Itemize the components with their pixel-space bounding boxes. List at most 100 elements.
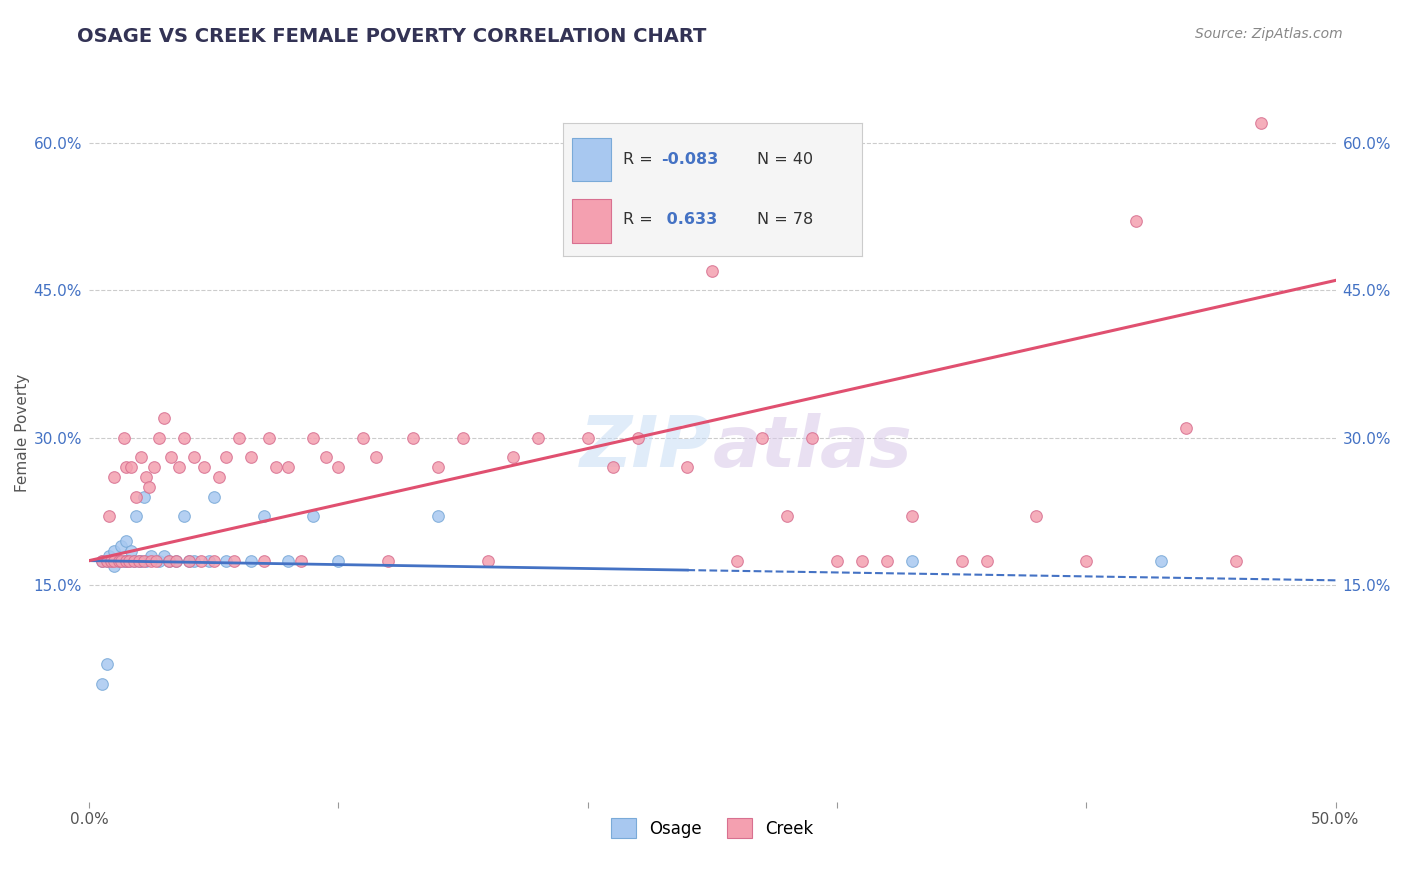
Point: [173, 509, 195, 524]
Point: [676, 460, 699, 475]
Point: [193, 460, 215, 475]
Point: [118, 554, 141, 568]
Point: [1076, 554, 1098, 568]
Point: [173, 431, 195, 445]
Point: [1150, 554, 1173, 568]
Text: ZIP: ZIP: [581, 413, 713, 482]
Point: [215, 554, 238, 568]
Point: [328, 460, 350, 475]
Point: [96, 554, 118, 568]
Point: [148, 431, 170, 445]
Point: [135, 554, 157, 568]
Point: [725, 554, 748, 568]
Point: [135, 470, 157, 484]
Point: [120, 544, 142, 558]
Point: [290, 554, 312, 568]
Point: [228, 431, 250, 445]
Point: [264, 460, 287, 475]
Point: [90, 554, 112, 568]
Point: [108, 554, 131, 568]
Point: [427, 460, 450, 475]
Point: [96, 657, 118, 671]
Point: [190, 554, 212, 568]
Point: [502, 450, 524, 465]
Point: [98, 509, 121, 524]
Point: [153, 411, 176, 425]
Point: [128, 554, 150, 568]
Legend: Osage, Creek: Osage, Creek: [605, 811, 820, 845]
Point: [626, 431, 648, 445]
Point: [122, 554, 145, 568]
Point: [776, 509, 799, 524]
Point: [364, 450, 387, 465]
Point: [277, 460, 299, 475]
Point: [100, 554, 122, 568]
Point: [110, 539, 132, 553]
Point: [240, 450, 263, 465]
Point: [202, 554, 225, 568]
Point: [103, 470, 125, 484]
Point: [125, 490, 148, 504]
Point: [876, 554, 898, 568]
Point: [451, 431, 474, 445]
Point: [252, 509, 274, 524]
Point: [900, 509, 922, 524]
Point: [160, 450, 183, 465]
Point: [115, 554, 138, 568]
Point: [167, 460, 190, 475]
Point: [477, 554, 499, 568]
Point: [103, 544, 125, 558]
Point: [1225, 554, 1247, 568]
Point: [112, 554, 135, 568]
Point: [900, 554, 922, 568]
Point: [527, 431, 550, 445]
Point: [141, 554, 163, 568]
Point: [1025, 509, 1047, 524]
Point: [148, 554, 170, 568]
Point: [315, 450, 337, 465]
Point: [328, 554, 350, 568]
Point: [177, 554, 200, 568]
Point: [352, 431, 374, 445]
Text: Source: ZipAtlas.com: Source: ZipAtlas.com: [1195, 27, 1343, 41]
Point: [1250, 116, 1272, 130]
Point: [96, 554, 118, 568]
Point: [103, 558, 125, 573]
Point: [103, 554, 125, 568]
Point: [1175, 421, 1198, 435]
Text: OSAGE VS CREEK FEMALE POVERTY CORRELATION CHART: OSAGE VS CREEK FEMALE POVERTY CORRELATIO…: [77, 27, 707, 45]
Point: [141, 549, 163, 563]
Point: [277, 554, 299, 568]
Point: [153, 549, 176, 563]
Point: [751, 431, 773, 445]
Point: [112, 431, 135, 445]
Point: [108, 554, 131, 568]
Point: [257, 431, 280, 445]
Point: [183, 450, 205, 465]
Point: [115, 533, 138, 548]
Point: [222, 554, 245, 568]
Point: [131, 450, 153, 465]
Point: [165, 554, 187, 568]
Point: [202, 490, 225, 504]
Point: [240, 554, 263, 568]
Point: [702, 263, 724, 277]
Point: [90, 676, 112, 690]
Point: [131, 554, 153, 568]
Point: [110, 554, 132, 568]
Point: [208, 470, 231, 484]
Point: [252, 554, 274, 568]
Point: [215, 450, 238, 465]
Point: [90, 554, 112, 568]
Point: [132, 554, 155, 568]
Point: [142, 460, 165, 475]
Point: [145, 554, 167, 568]
Point: [138, 480, 160, 494]
Point: [427, 509, 450, 524]
Point: [602, 460, 624, 475]
Point: [183, 554, 205, 568]
Point: [100, 554, 122, 568]
Point: [1125, 214, 1147, 228]
Point: [122, 554, 145, 568]
Point: [157, 554, 180, 568]
